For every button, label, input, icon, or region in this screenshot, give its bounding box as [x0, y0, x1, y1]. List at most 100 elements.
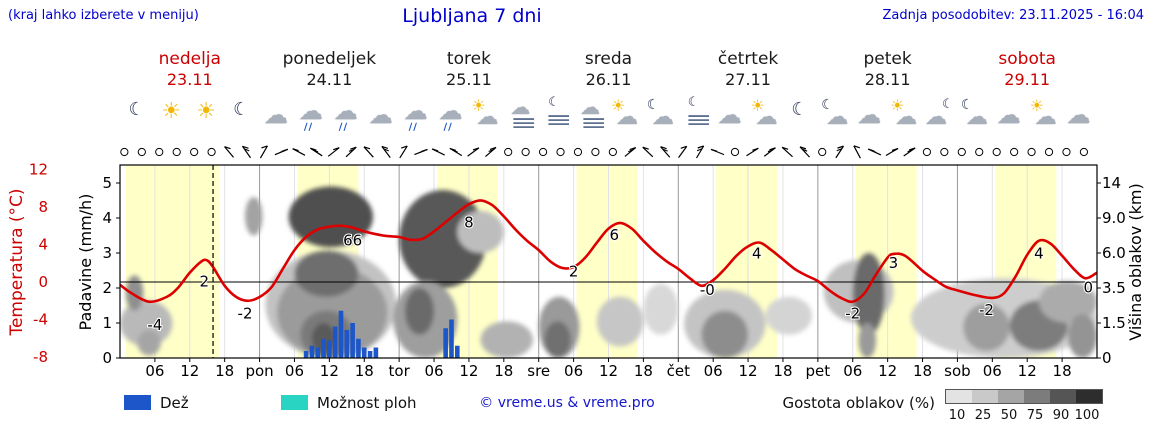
wind-barb-icon [660, 146, 671, 158]
x-axis-tick: tor [389, 362, 411, 380]
cloud-axis-tick: 3.5 [1102, 279, 1126, 297]
wind-barb-icon [835, 145, 844, 159]
rain-legend-swatch [124, 395, 151, 410]
calm-wind-icon [730, 147, 740, 157]
cloud-glyph: ☁ [580, 95, 601, 119]
calm-wind-icon [155, 147, 164, 157]
calm-wind-icon [504, 147, 513, 157]
wind-barb-icon [467, 147, 480, 157]
cloud-glyph: ☁ [857, 101, 882, 129]
rain-bars [303, 310, 460, 358]
cloud-axis-tick: 14 [1102, 174, 1121, 192]
credit-link[interactable]: © vreme.us & vreme.pro [479, 395, 655, 411]
cloud-density-scale-values: 10 25 50 75 90 100 [944, 404, 1114, 423]
cloud-density-value: 25 [974, 408, 992, 423]
day-date: 23.11 [166, 70, 213, 89]
weather-icon-fog-cloud: ☁ ≡ [574, 95, 608, 136]
wind-barb-icon [903, 147, 916, 157]
calm-wind-icon [1079, 147, 1089, 157]
weather-icon-cloud: ☁ [993, 98, 1027, 136]
wind-barb-icon [363, 146, 374, 158]
cloud-density-cell [1024, 390, 1050, 403]
weather-icon-moon-cloud: ☾ ☁ [644, 98, 678, 136]
calm-wind-icon [608, 147, 617, 157]
calm-wind-icon [573, 147, 583, 157]
cloud-height-axis-label: Višina oblakov (km) [1126, 183, 1145, 341]
weather-icon-sun: ☀ [190, 98, 224, 136]
cloud-glyph: ☁ [333, 97, 358, 125]
cloud-axis-tick: 6.0 [1102, 244, 1126, 262]
weather-icon-cloud: ☁ [853, 98, 887, 136]
x-axis-tick: 06 [704, 362, 723, 380]
x-axis-tick: 06 [983, 362, 1002, 380]
cloud-glyph: ☁ [476, 105, 499, 130]
moon-glyph: ☾ [941, 97, 954, 112]
rain-legend-label: Dež [160, 394, 189, 412]
temperature-value-label: -0 [700, 281, 715, 299]
x-axis-tick: 12 [1018, 362, 1037, 380]
x-axis-tick: 12 [180, 362, 199, 380]
x-axis-tick: sob [944, 362, 971, 380]
wind-barb-icon [241, 145, 251, 159]
menu-hint-text: (kraj lahko izberete v meniju) [8, 8, 199, 23]
temperature-value-label: 2 [200, 273, 210, 291]
precip-axis-tick: 3 [102, 244, 112, 262]
weather-icon-moon-cloud: ☾ ☁ [958, 98, 992, 136]
weather-icon-moon-cloud: ☾ ☁ [818, 98, 852, 136]
drops-glyph: ∕∕ [408, 122, 418, 133]
calm-wind-icon [207, 147, 216, 157]
day-name: ponedeljek [282, 49, 377, 69]
sun-glyph: ☀ [610, 96, 626, 115]
x-axis-tick: 06 [564, 362, 583, 380]
cloud-glyph: ☁ [1066, 101, 1091, 129]
calm-wind-icon [992, 147, 1001, 157]
x-axis-tick: 18 [215, 362, 234, 380]
drops-glyph: ∕∕ [443, 122, 453, 133]
day-date: 27.11 [725, 70, 771, 89]
x-axis-tick: 06 [424, 362, 443, 380]
day-header-četrtek: četrtek 27.11 [673, 50, 823, 89]
precip-axis-tick: 2 [102, 279, 112, 297]
temperature-value-label: -2 [845, 305, 860, 323]
x-axis-tick: 06 [145, 362, 164, 380]
x-axis-tick: 18 [355, 362, 374, 380]
sun-glyph: ☀ [1029, 96, 1044, 115]
moon-glyph: ☾ [548, 95, 560, 110]
cloud-glyph: ☁ [298, 97, 323, 125]
moon-glyph: ☾ [646, 97, 660, 113]
cloud-density-scale [945, 389, 1103, 404]
cloud-glyph: ☁ [996, 101, 1021, 129]
sun-glyph: ☀ [750, 96, 765, 115]
weather-icon-cloud: ☁ [714, 98, 748, 136]
cloud-glyph: ☁ [826, 105, 849, 130]
cloud-density-cell [998, 390, 1024, 403]
weather-icon-sun-cloud: ☀ ☁ [749, 98, 783, 136]
temp-axis-tick: -8 [33, 348, 48, 366]
day-date: 25.11 [446, 70, 492, 89]
day-header-nedelja: nedelja 23.11 [115, 50, 265, 89]
wind-barb-icon [345, 146, 357, 158]
precip-axis-tick: 4 [102, 209, 112, 227]
calm-wind-icon [1010, 147, 1019, 157]
calm-wind-icon [922, 147, 931, 157]
wind-barb-icon [327, 147, 340, 157]
x-axis-tick: 18 [773, 362, 792, 380]
precip-axis-tick: 1 [102, 314, 112, 332]
weather-icon-rain: ☁ ∕∕ [400, 98, 434, 136]
calm-wind-icon [1044, 147, 1054, 157]
sun-glyph: ☀ [890, 96, 905, 115]
temperature-value-label: 0 [1084, 278, 1094, 296]
wind-barb-icon [799, 146, 810, 158]
weather-icon-sun-cloud: ☀ ☁ [609, 98, 643, 136]
temperature-value-label: -2 [238, 305, 253, 323]
weather-icon-moon: ☾ [120, 98, 154, 136]
precipitation-axis-label: Padavine (mm/h) [76, 193, 95, 331]
cloud-density-value: 50 [1000, 408, 1018, 423]
day-date: 26.11 [585, 70, 632, 89]
weather-icon-fog-cloud: ☁ ≡ [504, 97, 538, 136]
cloud-density-legend-label: Gostota oblakov (%) [782, 394, 935, 412]
cloud-glyph: ☁ [615, 105, 638, 130]
temp-axis-tick: 0 [38, 273, 48, 291]
x-axis-tick: čet [667, 362, 690, 380]
